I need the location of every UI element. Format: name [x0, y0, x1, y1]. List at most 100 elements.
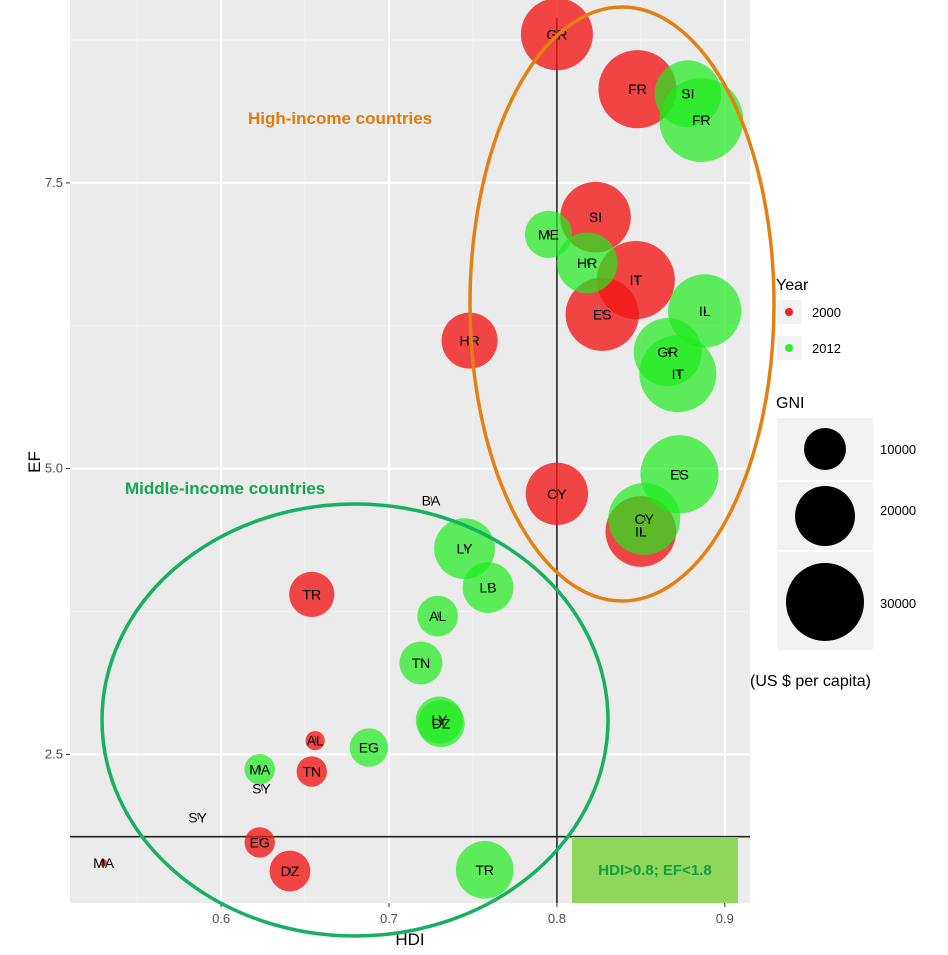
- point-label-2012-tr-17: TR: [475, 862, 494, 878]
- bubble-2012-eg-15: [349, 728, 389, 767]
- point-label-2012-it-6: IT: [672, 366, 685, 382]
- high-income-annotation: High-income countries: [248, 109, 432, 128]
- gni-legend-swatch-20000: [795, 486, 855, 546]
- middle-income-ellipse: [100, 502, 610, 938]
- point-label-2000-eg-11: EG: [250, 834, 270, 850]
- reference-lines: [70, 18, 750, 903]
- leader-unmarked-2: [197, 813, 200, 820]
- leader-2012-6: [677, 369, 680, 376]
- leader-2012-17: [484, 865, 487, 872]
- point-label-2012-tn-12: TN: [412, 655, 431, 671]
- point-label-2000-tr-8: TR: [302, 586, 321, 602]
- leader-2012-1: [700, 115, 703, 123]
- bubble-2012-cy-8: [608, 482, 681, 555]
- point-label-2000-il-7: IL: [635, 524, 647, 540]
- point-label-2012-fr-1: FR: [692, 112, 711, 128]
- gni-legend-label-10000: 10000: [880, 442, 916, 457]
- leader-2012-4: [704, 306, 707, 313]
- plot-panel: [70, 0, 750, 903]
- point-label-2012-ma-16: MA: [249, 761, 271, 777]
- leader-2012-3: [586, 258, 589, 265]
- leader-unmarked-0: [430, 496, 433, 503]
- threshold-box-label: HDI>0.8; EF<1.8: [598, 862, 711, 879]
- x-tick-label-3: 0.9: [716, 911, 734, 926]
- leader-unmarked-1: [260, 784, 263, 791]
- leader-2000-7: [640, 527, 643, 534]
- leader-2000-12: [289, 866, 292, 874]
- bubble-2012-dz-14: [417, 699, 465, 748]
- leader-2012-0: [687, 89, 690, 96]
- point-label-2000-it-3: IT: [630, 272, 643, 288]
- point-label-2012-hr-3: HR: [577, 255, 597, 271]
- point-label-2000-al-9: AL: [307, 733, 324, 749]
- leader-2012-12: [420, 658, 423, 666]
- high-income-ellipse: [468, 5, 776, 603]
- year-legend-swatch-2012: [785, 344, 793, 352]
- bubble-2000-fr-1: [598, 50, 677, 129]
- leader-2012-5: [667, 347, 670, 355]
- year-legend-label-2000: 2000: [812, 305, 841, 320]
- leader-2012-7: [678, 470, 681, 477]
- point-label-unmarked-sy-2: SY: [188, 809, 207, 825]
- point-label-2012-lb-10: LB: [480, 580, 497, 596]
- y-tick-label-2: 7.5: [45, 175, 63, 190]
- point-label-2000-fr-1: FR: [628, 81, 647, 97]
- bubble-2012-me-2: [524, 210, 573, 258]
- leader-2012-10: [487, 583, 490, 590]
- bubble-2000-al-9: [305, 731, 325, 751]
- bubble-2012-ma-16: [244, 754, 275, 785]
- point-label-2012-ly-9: LY: [457, 541, 474, 557]
- gni-unit-note: (US $ per capita): [750, 673, 871, 690]
- point-label-2012-si-0: SI: [681, 86, 694, 102]
- point-label-2000-si-2: SI: [589, 209, 602, 225]
- point-label-unmarked-ba-0: BA: [422, 493, 441, 509]
- point-label-2012-ly-13: LY: [431, 712, 448, 728]
- point-label-2012-dz-14: DZ: [432, 716, 451, 732]
- gni-legend-label-20000: 20000: [880, 503, 916, 518]
- x-tick-label-1: 0.7: [380, 911, 398, 926]
- leader-2000-6: [556, 489, 559, 496]
- bubble-2000-ma-13: [99, 859, 108, 867]
- leader-2000-8: [311, 590, 314, 597]
- point-label-unmarked-sy-1: SY: [252, 781, 271, 797]
- gni-legend-title: GNI: [776, 395, 804, 412]
- leader-2000-1: [637, 85, 639, 92]
- point-label-2012-al-11: AL: [429, 608, 446, 624]
- leader-2012-2: [548, 230, 551, 237]
- gni-legend-swatch-10000: [804, 428, 846, 470]
- year-legend-label-2012: 2012: [812, 341, 841, 356]
- bubble-2012-tr-17: [455, 841, 514, 899]
- year-legend-title: Year: [776, 277, 809, 294]
- gni-legend-swatch-30000: [786, 563, 864, 641]
- point-label-2012-gr-5: GR: [657, 344, 678, 360]
- leader-2000-9: [314, 736, 317, 743]
- point-label-2000-ma-13: MA: [93, 855, 115, 871]
- axis-ticks: 0.6 0.7 0.8 0.9 2.5 5.0 7.5: [45, 175, 734, 926]
- point-label-2000-es-4: ES: [593, 306, 612, 322]
- leader-2012-11: [437, 612, 440, 619]
- bubble-2000-cy-6: [525, 462, 589, 525]
- leader-2012-8: [643, 514, 646, 522]
- leader-2000-10: [311, 767, 314, 774]
- leader-2000-13: [103, 858, 106, 866]
- y-axis-title: EF: [25, 451, 44, 473]
- point-label-2012-il-4: IL: [699, 303, 711, 319]
- gni-legend-label-30000: 30000: [880, 596, 916, 611]
- point-label-2012-cy-8: CY: [634, 511, 654, 527]
- leader-2000-11: [259, 838, 262, 845]
- point-label-2000-tn-10: TN: [302, 764, 321, 780]
- bubble-2012-lb-10: [462, 562, 514, 613]
- x-tick-label-2: 0.8: [548, 911, 566, 926]
- leader-2012-15: [368, 743, 371, 750]
- point-label-2000-dz-12: DZ: [281, 863, 300, 879]
- bubble-2012-fr-1: [659, 78, 744, 162]
- year-legend-swatch-2000: [785, 308, 793, 316]
- leader-2000-4: [601, 310, 604, 317]
- middle-income-annotation: Middle-income countries: [125, 479, 325, 498]
- bubble-2012-hr-3: [556, 232, 618, 294]
- leader-2012-16: [259, 765, 262, 772]
- data-points: [99, 0, 744, 899]
- bubble-2012-al-11: [417, 595, 459, 637]
- x-axis-title: HDI: [395, 930, 424, 949]
